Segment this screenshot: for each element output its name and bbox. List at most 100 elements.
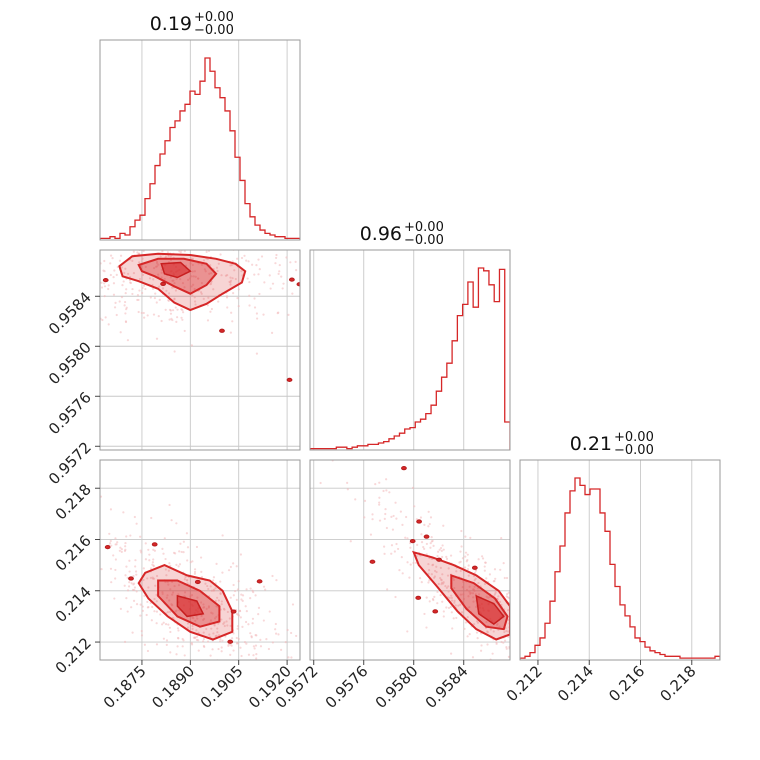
sample-point [125,245,127,247]
sample-point [152,565,155,568]
sample-point [161,590,164,594]
sample-point [226,624,229,627]
sample-point [374,483,377,486]
sample-point [208,236,210,238]
sample-point [349,540,352,543]
sample-point [471,656,475,659]
sample-point [162,552,165,555]
sample-point [523,620,525,622]
sample-point [480,644,483,647]
sample-point [438,548,441,551]
sample-point [442,548,445,551]
sample-point [200,292,203,295]
sample-point [447,590,450,593]
sample-point [532,606,534,608]
sample-point [191,270,194,273]
sample-point [430,540,433,543]
sample-point [208,633,211,636]
sample-point [259,645,263,648]
sample-point [378,519,382,522]
sample-point [165,643,168,646]
sample-point [214,587,217,590]
sample-point [290,656,293,659]
sample-point [233,245,235,247]
sample-point [284,641,287,644]
sample-point [278,263,281,267]
sample-point [274,262,277,265]
sample-point [141,291,144,295]
sample-point [382,489,385,493]
sample-point [168,503,171,507]
sample-point [145,244,147,246]
sample-point [462,597,465,601]
sample-point [209,585,212,588]
sample-point [545,716,547,718]
sample-point [190,641,193,645]
sample-point [464,621,468,624]
sample-point [38,527,40,529]
sample-point [183,286,186,289]
sample-point [232,583,235,587]
sample-point [194,619,197,622]
sample-point [114,537,117,540]
sample-point [176,645,179,648]
sample-point [493,568,497,571]
sample-point [427,525,430,528]
sample-point [135,590,138,593]
sample-point [166,580,169,584]
sample-point [264,588,267,591]
sample-point [103,295,106,298]
sample-point [169,630,172,634]
sample-point [193,572,197,575]
sample-point [450,652,453,655]
sample-point [257,613,260,616]
sample-point [192,283,195,286]
sample-point [555,680,557,682]
sample-point [242,234,244,236]
sample-point [128,218,130,220]
sample-point [320,683,322,685]
sample-point [431,597,435,601]
sample-point [130,606,133,609]
sample-point [509,669,511,671]
sample-point [175,320,178,323]
sample-point [94,307,96,309]
sample-point [171,286,174,289]
sample-point [124,545,127,548]
sample-point [62,280,64,282]
sample-point [442,524,445,527]
sample-point [149,296,152,299]
sample-point [153,236,155,238]
sample-point [237,288,240,291]
sample-point [219,592,222,596]
sample-point [229,565,232,569]
sample-point [112,276,115,279]
sample-point [137,310,140,314]
sample-point [278,270,281,273]
sample-point [401,523,404,526]
param-title-sup-0: +0.00 [194,10,234,25]
sample-point [156,262,159,265]
sample-point [542,619,544,621]
sample-point [248,304,251,307]
sample-point [152,558,155,561]
sample-point [512,621,514,623]
sample-point [148,240,150,242]
sample-point [120,266,123,269]
sample-point [295,634,298,638]
sample-point [212,288,215,291]
sample-point [143,594,146,597]
sample-point [270,331,274,334]
sample-point [501,663,503,665]
sample-point [544,641,546,643]
sample-point [173,230,175,232]
sample-point [114,558,117,561]
sample-point [73,237,75,239]
sample-point [239,616,242,619]
sample-point [140,634,144,637]
sample-point [167,292,171,295]
sample-point [237,580,240,583]
sample-point [511,622,513,624]
sample-point [186,626,190,629]
sample-point [526,636,528,638]
